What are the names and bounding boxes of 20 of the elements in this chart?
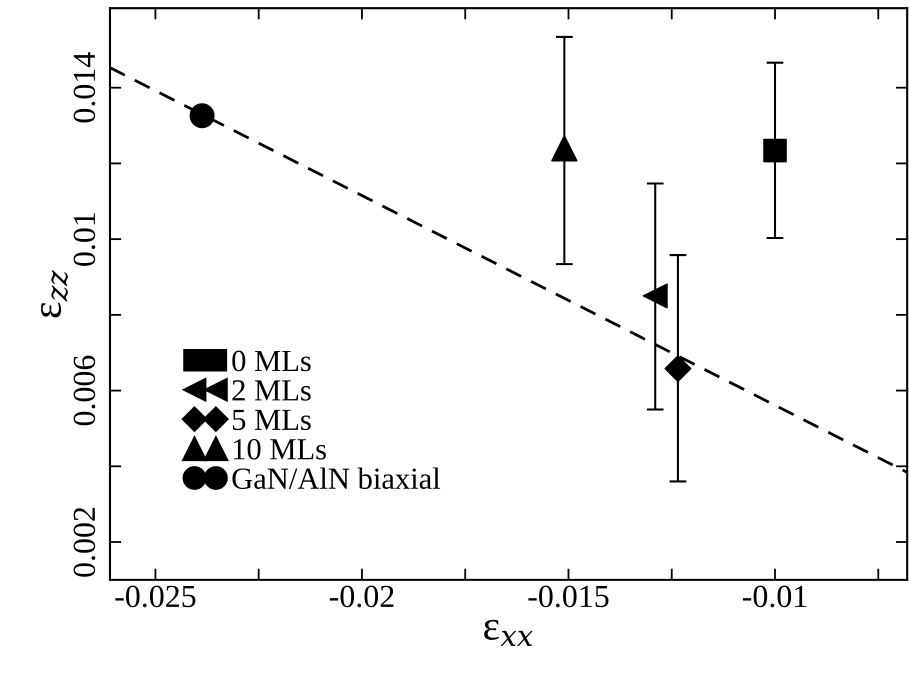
x-axis-title: ε$_{xx}$ [484,620,533,646]
y-tick-label: 0.002 [74,508,96,577]
legend-label: 10 MLs [234,438,326,460]
x-tick-label: -0.025 [115,586,196,608]
y-tick-label: 0.014 [74,52,96,122]
legend-label: GaN/AlN biaxial [232,467,440,489]
point [190,103,215,128]
x-tick-label: -0.01 [742,586,806,608]
legend-label: 0 MLs [232,350,311,372]
point [551,135,578,162]
y-tick-label: 0.006 [74,356,96,426]
y-tick-label: 0.01 [74,213,96,266]
x-tick-label: -0.02 [330,586,394,608]
point [763,138,787,162]
point [642,283,668,308]
y-axis-title: ε$_{zz}$ [41,270,68,318]
x-tick-label: -0.015 [528,586,608,608]
point [664,355,692,382]
legend-label: 5 MLs [232,410,311,430]
legend-label: 2 MLs [232,380,311,401]
